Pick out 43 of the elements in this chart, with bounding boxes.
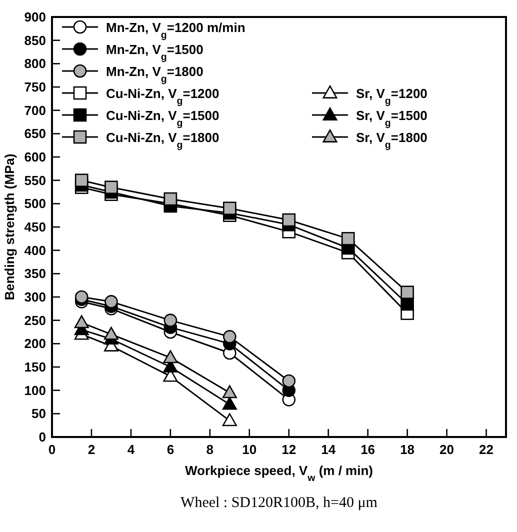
- y-tick-label: 700: [24, 102, 46, 118]
- y-tick-label: 150: [24, 360, 46, 374]
- y-axis-title: Bending strength (MPa): [2, 154, 17, 300]
- y-tick-label: 900: [24, 10, 46, 24]
- x-tick-label: 18: [400, 442, 415, 457]
- x-tick-label: 10: [242, 442, 257, 457]
- y-tick-label: 50: [32, 406, 46, 422]
- x-tick-label: 20: [440, 442, 454, 457]
- y-tick-label: 750: [24, 80, 46, 94]
- x-tick-label: 22: [479, 442, 494, 457]
- x-tick-label: 6: [166, 442, 174, 457]
- legend-label: Sr, V$_{g}$=1800: [356, 130, 428, 150]
- x-axis-title: Workpiece speed, V$_{w}$ (m / min): [185, 463, 373, 484]
- y-tick-label: 0: [38, 430, 46, 444]
- legend-label: Cu-Ni-Zn, V$_{g}$=1200: [106, 86, 220, 106]
- y-tick-label: 800: [24, 56, 46, 72]
- legend-label: Mn-Zn, V$_{g}$=1500: [106, 42, 204, 62]
- y-tick-label: 600: [24, 150, 46, 164]
- x-tick-label: 8: [206, 442, 214, 457]
- x-tick-label: 2: [88, 442, 96, 457]
- legend-label: Cu-Ni-Zn, V$_{g}$=1500: [106, 108, 220, 128]
- legend-label: Cu-Ni-Zn, V$_{g}$=1800: [106, 130, 220, 150]
- legend-label: Mn-Zn, V$_{g}$=1200 m/min: [106, 20, 246, 40]
- x-tick-label: 16: [360, 442, 376, 457]
- x-tick-label: 12: [282, 442, 296, 457]
- y-tick-label: 300: [24, 290, 46, 304]
- y-tick-label: 850: [24, 32, 46, 48]
- legend-label: Mn-Zn, V$_{g}$=1800: [106, 64, 204, 84]
- text: Wheel : SD120R100B, h=40 μm: [180, 495, 378, 511]
- x-tick-label: 0: [48, 442, 56, 457]
- y-tick-label: 650: [24, 126, 46, 142]
- y-tick-label: 350: [24, 266, 46, 282]
- y-tick-label: 550: [24, 172, 46, 188]
- y-tick-label: 100: [24, 382, 46, 398]
- legend-label: Sr, V$_{g}$=1500: [356, 108, 428, 128]
- y-tick-label: 500: [24, 196, 46, 212]
- legend-label: Sr, V$_{g}$=1200: [356, 86, 428, 106]
- y-tick-label: 200: [24, 336, 46, 352]
- y-tick-label: 250: [24, 312, 46, 328]
- x-tick-label: 14: [321, 442, 336, 457]
- y-tick-label: 450: [24, 220, 46, 234]
- x-tick-label: 4: [127, 442, 136, 457]
- y-tick-label: 400: [24, 242, 46, 258]
